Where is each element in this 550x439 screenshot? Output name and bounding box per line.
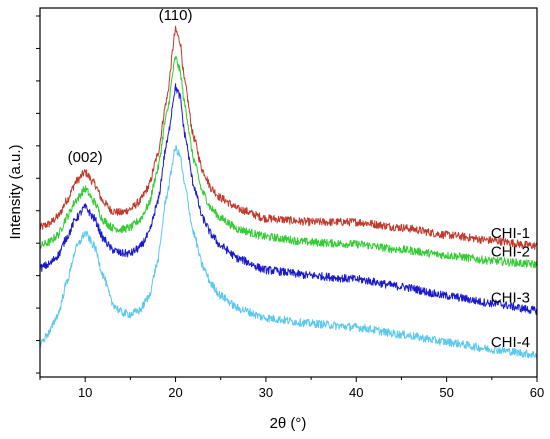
x-tick-label: 60 xyxy=(530,385,544,400)
peak-label: (110) xyxy=(159,7,193,24)
x-tick-label: 30 xyxy=(259,385,273,400)
y-axis-title: Intensity (a.u.) xyxy=(7,144,24,239)
peak-label: (002) xyxy=(68,149,103,166)
series-label-chi-4: CHI-4 xyxy=(491,334,530,351)
x-tick-label: 10 xyxy=(78,385,92,400)
series-label-chi-2: CHI-2 xyxy=(491,243,530,260)
series-label-chi-3: CHI-3 xyxy=(491,290,530,307)
x-axis-title: 2θ (°) xyxy=(270,415,307,432)
series-line-chi-4 xyxy=(39,144,538,359)
series-label-chi-1: CHI-1 xyxy=(491,225,530,242)
series-line-chi-2 xyxy=(39,55,538,269)
peak-labels-group: (002) (110) xyxy=(68,7,193,166)
x-axis-ticks: 10 20 30 40 50 60 xyxy=(39,377,544,400)
x-tick-label: 20 xyxy=(168,385,182,400)
x-tick-label: 50 xyxy=(439,385,453,400)
series-line-chi-3 xyxy=(39,83,538,316)
plot-series-group xyxy=(39,25,538,359)
x-tick-label: 40 xyxy=(349,385,363,400)
series-line-chi-1 xyxy=(39,25,538,250)
y-axis-ticks xyxy=(36,15,40,374)
plot-frame xyxy=(39,7,538,378)
